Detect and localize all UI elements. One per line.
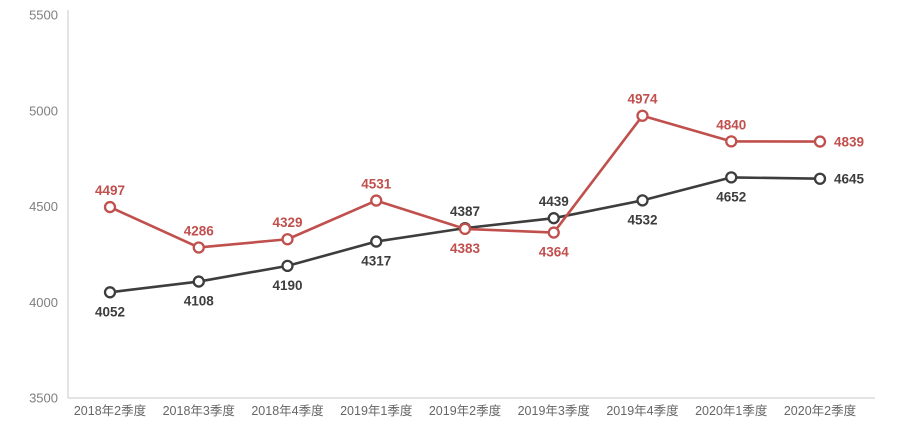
red-series-marker (725, 135, 738, 148)
red-series-data-label: 4383 (450, 241, 481, 256)
y-tick-label: 4500 (29, 199, 58, 214)
black-series-data-label: 4439 (539, 194, 569, 209)
black-series-marker (281, 259, 294, 273)
red-series-data-label: 4286 (184, 223, 215, 238)
x-category-label: 2018年2季度 (74, 403, 147, 418)
red-series-data-label: 4497 (95, 183, 125, 198)
black-series-marker (547, 212, 560, 225)
red-series-data-label: 4839 (834, 135, 864, 150)
x-category-label: 2020年2季度 (784, 403, 857, 418)
y-tick-label: 3500 (29, 391, 58, 406)
x-category-label: 2018年4季度 (251, 403, 324, 418)
red-series-marker (458, 222, 472, 236)
black-series-marker (636, 194, 649, 207)
red-series-data-label: 4531 (361, 177, 392, 192)
red-series-data-label: 4329 (272, 215, 302, 230)
red-series-marker (281, 233, 294, 246)
black-series-marker (192, 275, 205, 288)
black-series-data-label: 4645 (834, 172, 865, 187)
red-series-marker (103, 200, 117, 214)
black-series-data-label: 4652 (716, 189, 746, 204)
x-category-label: 2019年1季度 (340, 403, 413, 418)
red-series-data-label: 4364 (539, 245, 570, 260)
y-tick-label: 4000 (29, 295, 58, 310)
black-series-marker (370, 235, 383, 248)
black-series-data-label: 4052 (95, 304, 125, 319)
x-category-label: 2019年3季度 (518, 403, 591, 418)
red-series-marker (547, 226, 560, 239)
x-category-label: 2019年4季度 (606, 403, 679, 418)
y-tick-label: 5000 (29, 103, 58, 118)
red-series-data-label: 4974 (627, 92, 658, 107)
y-tick-label: 5500 (29, 8, 58, 23)
red-series-marker (636, 109, 649, 122)
red-series-marker (192, 241, 205, 254)
black-series-marker (813, 172, 827, 185)
x-category-label: 2018年3季度 (163, 403, 236, 418)
black-series-data-label: 4532 (627, 212, 657, 227)
red-series-data-label: 4840 (716, 117, 746, 132)
red-series-marker (813, 135, 827, 148)
red-series-marker (370, 194, 383, 207)
black-series-data-label: 4190 (272, 278, 302, 293)
black-series-marker (103, 286, 117, 299)
black-series-marker (725, 171, 738, 184)
black-series-data-label: 4317 (361, 254, 391, 269)
x-category-label: 2020年1季度 (695, 403, 768, 418)
x-category-label: 2019年2季度 (429, 403, 502, 418)
black-series-data-label: 4108 (184, 294, 215, 309)
black-series-data-label: 4387 (450, 204, 480, 219)
